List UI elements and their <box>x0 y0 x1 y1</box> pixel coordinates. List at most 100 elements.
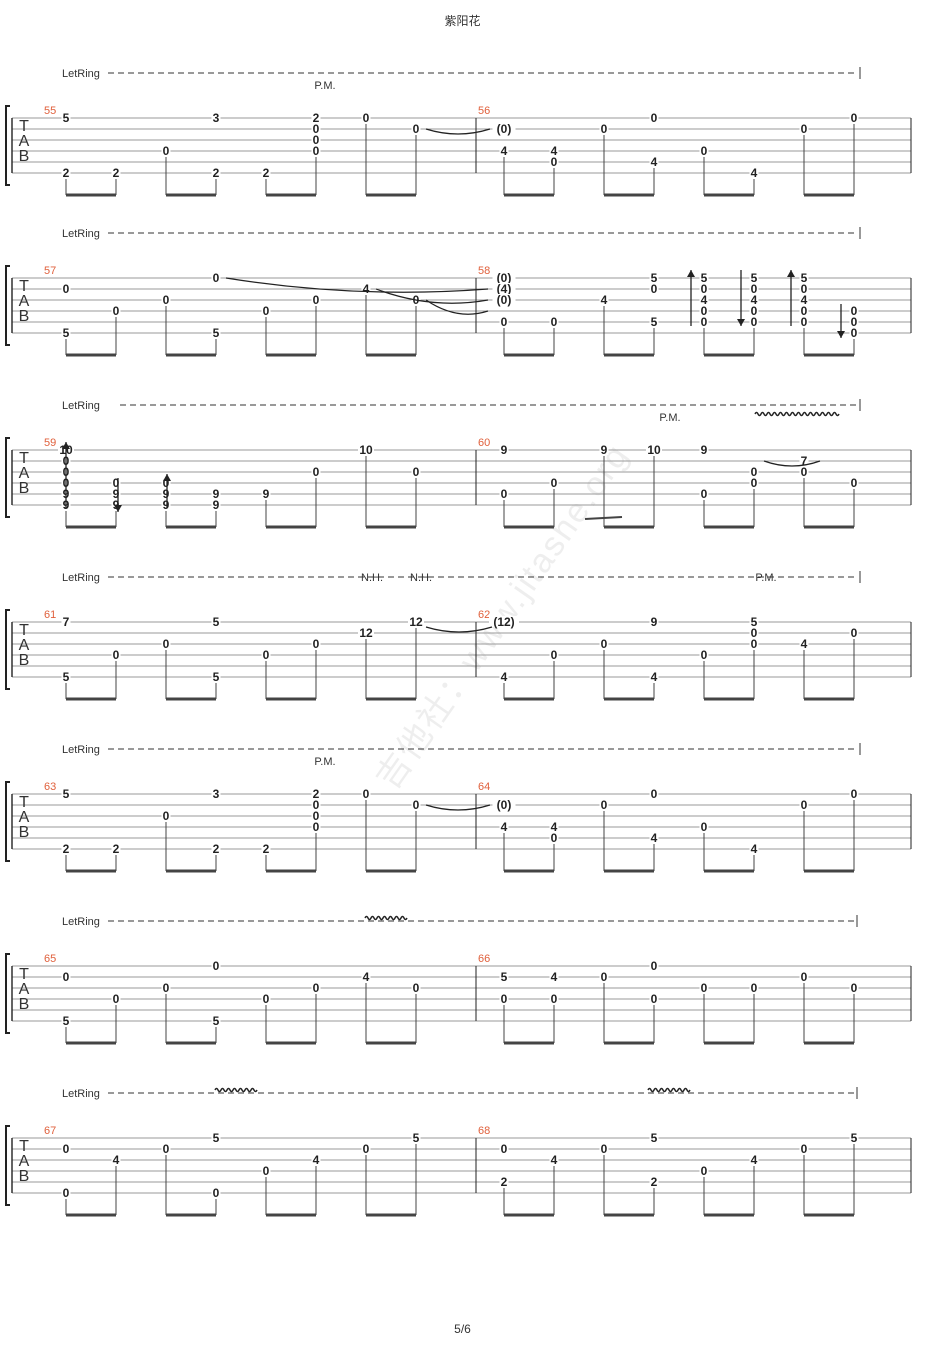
fret-number: 0 <box>313 809 320 823</box>
fret-number: 0 <box>163 476 170 490</box>
fret-bg <box>211 1015 221 1026</box>
fret-number: 0 <box>501 1142 508 1156</box>
fret-number: (0) <box>497 798 512 812</box>
fret-bg <box>799 294 809 305</box>
bar-number: 56 <box>478 105 490 117</box>
fret-number: 0 <box>751 465 758 479</box>
fret-bg <box>749 627 759 638</box>
fret-number: 0 <box>801 122 808 136</box>
fret-bg <box>111 649 121 660</box>
fret-number: 9 <box>651 615 658 629</box>
tab-clef-letter: T <box>19 794 29 811</box>
fret-number: 4 <box>751 166 758 180</box>
tab-clef-letter: T <box>19 966 29 983</box>
fret-bg <box>649 788 659 799</box>
fret-number: 0 <box>701 1164 708 1178</box>
strum-arrowhead <box>837 331 845 338</box>
fret-bg <box>161 145 171 156</box>
fret-number: 0 <box>313 133 320 147</box>
fret-bg <box>311 112 321 123</box>
letring-label: LetRing <box>62 572 100 584</box>
fret-bg <box>311 123 321 134</box>
fret-number: 0 <box>363 787 370 801</box>
fret-bg <box>161 982 171 993</box>
fret-number: 0 <box>213 271 220 285</box>
fret-number: (12) <box>493 615 514 629</box>
fret-number: 3 <box>213 787 220 801</box>
fret-bg <box>799 305 809 316</box>
fret-number: 5 <box>801 271 808 285</box>
system-bracket <box>5 609 10 690</box>
fret-number: (0) <box>497 293 512 307</box>
fret-number: 0 <box>801 970 808 984</box>
fret-number: 0 <box>751 476 758 490</box>
bar-number: 57 <box>44 265 56 277</box>
fret-number: 10 <box>647 443 661 457</box>
fret-bg <box>649 1132 659 1143</box>
fret-bg <box>649 316 659 327</box>
fret-number: 9 <box>163 487 170 501</box>
tab-clef-letter: T <box>19 1138 29 1155</box>
tie-curve <box>425 804 491 811</box>
fret-number: 9 <box>213 498 220 512</box>
fret-number: 0 <box>851 326 858 340</box>
fret-number: (4) <box>497 282 512 296</box>
fret-number: 0 <box>263 304 270 318</box>
fret-bg <box>361 1143 371 1154</box>
fret-number: 9 <box>601 443 608 457</box>
fret-bg <box>261 488 271 499</box>
fret-bg <box>211 616 221 627</box>
fret-number: 0 <box>363 111 370 125</box>
fret-bg <box>161 810 171 821</box>
fret-bg <box>699 294 709 305</box>
fret-bg <box>111 167 121 178</box>
fret-bg <box>649 671 659 682</box>
fret-number: 0 <box>163 144 170 158</box>
fret-number: 5 <box>701 271 708 285</box>
fret-bg <box>749 272 759 283</box>
fret-number: 5 <box>63 326 70 340</box>
fret-number: 4 <box>751 293 758 307</box>
fret-number: 12 <box>409 615 423 629</box>
fret-bg <box>161 488 171 499</box>
fret-bg <box>799 466 809 477</box>
fret-bg <box>499 488 509 499</box>
letring-label: LetRing <box>62 400 100 412</box>
fret-bg <box>61 1143 71 1154</box>
strum-arrowhead <box>163 474 171 481</box>
fret-number: 5 <box>651 1131 658 1145</box>
fret-bg <box>749 283 759 294</box>
fret-bg <box>499 316 509 327</box>
fret-number: 5 <box>413 1131 420 1145</box>
fret-number: 0 <box>363 1142 370 1156</box>
fret-number: 0 <box>551 648 558 662</box>
fret-number: 0 <box>701 144 708 158</box>
bar-number: 68 <box>478 1125 490 1137</box>
fret-number: 4 <box>551 970 558 984</box>
fret-number: 2 <box>63 166 70 180</box>
fret-bg <box>211 1187 221 1198</box>
fret-number: 0 <box>163 637 170 651</box>
fret-bg <box>499 971 509 982</box>
fret-number: 0 <box>213 959 220 973</box>
fret-bg <box>111 488 121 499</box>
fret-number: 0 <box>313 465 320 479</box>
fret-bg <box>261 167 271 178</box>
fret-bg <box>849 982 859 993</box>
tie-curve <box>425 128 491 135</box>
fret-bg <box>499 671 509 682</box>
fret-number: 4 <box>313 1153 320 1167</box>
bar-number: 67 <box>44 1125 56 1137</box>
fret-bg <box>549 649 559 660</box>
fret-bg <box>849 305 859 316</box>
fret-bg <box>649 112 659 123</box>
fret-bg <box>799 123 809 134</box>
fret-bg <box>549 316 559 327</box>
fret-number: 0 <box>851 111 858 125</box>
fret-number: 5 <box>63 1014 70 1028</box>
fret-bg <box>749 477 759 488</box>
fret-bg <box>111 993 121 1004</box>
fret-number: 4 <box>551 1153 558 1167</box>
fret-number: 0 <box>701 304 708 318</box>
